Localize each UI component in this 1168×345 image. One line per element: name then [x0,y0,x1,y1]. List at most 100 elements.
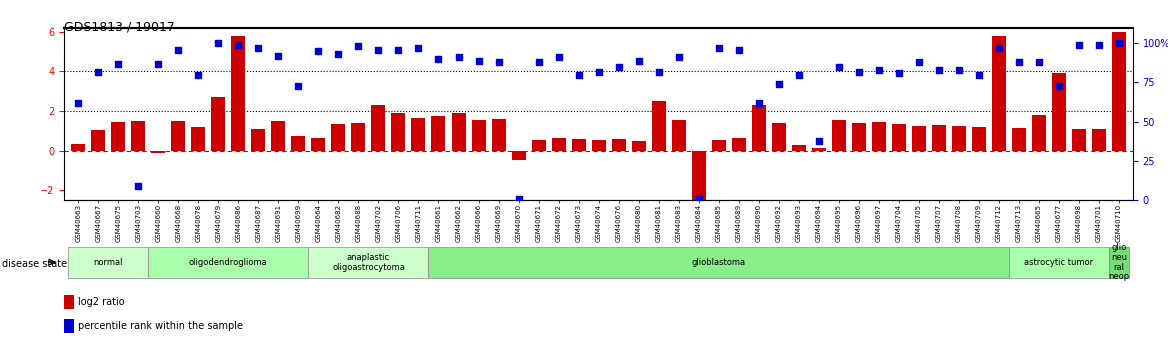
Text: log2 ratio: log2 ratio [78,297,125,307]
Text: percentile rank within the sample: percentile rank within the sample [78,321,243,331]
Bar [632,141,646,150]
Bar [1009,247,1108,278]
Point [989,45,1008,51]
Point [509,196,528,201]
Point [1009,59,1028,65]
Bar [71,144,85,150]
Bar [612,139,626,150]
Point [950,67,968,73]
Bar [531,140,545,150]
Bar [352,123,366,150]
Bar [411,118,425,150]
Bar [672,120,686,150]
Point [249,45,267,51]
Point [209,40,228,46]
Point [109,61,127,67]
Point [829,64,848,70]
Point [489,59,508,65]
Bar [1092,129,1106,150]
Bar [952,126,966,150]
Bar [932,125,946,150]
Bar [1052,73,1066,150]
Bar [792,145,806,150]
Bar [551,138,565,150]
Bar [152,150,166,153]
Point [229,42,248,48]
Point [709,45,728,51]
Point [1070,42,1089,48]
Bar [291,136,305,150]
Bar [1011,128,1026,150]
Point [589,69,607,74]
Bar [711,140,725,150]
Point [930,67,948,73]
Point [89,69,107,74]
Bar [871,122,885,150]
Bar [972,127,986,150]
Point [689,196,708,201]
Text: GDS1813 / 19017: GDS1813 / 19017 [64,21,175,34]
Bar [892,124,906,150]
Bar [752,105,766,150]
Point [790,72,808,77]
Point [549,55,568,60]
Bar [691,150,705,214]
Bar [111,122,125,150]
Point [409,45,427,51]
Bar [652,101,666,150]
Bar [472,120,486,150]
Bar [308,247,429,278]
Bar [131,121,145,150]
Bar [731,138,745,150]
Point [1090,42,1108,48]
Point [349,44,368,49]
Text: normal: normal [93,258,123,267]
Bar [371,105,385,150]
Point [630,58,648,63]
Bar [391,113,405,150]
Bar [429,247,1009,278]
Text: anaplastic
oligoastrocytoma: anaplastic oligoastrocytoma [332,253,405,272]
Point [1050,83,1069,88]
Text: astrocytic tumor: astrocytic tumor [1024,258,1093,267]
Bar [452,113,466,150]
Text: disease state: disease state [2,259,68,269]
Point [329,51,348,57]
Bar [772,123,786,150]
Point [369,47,388,52]
Bar [172,121,186,150]
Bar [1108,247,1129,278]
Bar [812,148,826,150]
Bar [91,130,105,150]
Bar [271,121,285,150]
Bar [1031,115,1045,150]
Point [1029,59,1048,65]
Text: oligodendroglioma: oligodendroglioma [189,258,267,267]
Point [128,183,147,189]
Point [150,61,168,67]
Point [969,72,988,77]
Point [1110,40,1128,46]
Point [310,48,328,54]
Point [809,138,828,143]
Point [288,83,307,88]
Point [470,58,488,63]
Point [389,47,408,52]
Point [890,70,909,76]
Bar [68,247,148,278]
Bar [1072,129,1086,150]
Point [189,72,208,77]
Bar [431,116,445,150]
Bar [512,150,526,160]
Bar [851,123,865,150]
Text: glioblastoma: glioblastoma [691,258,745,267]
Bar [312,138,326,150]
Point [269,53,287,59]
Point [169,47,188,52]
Point [770,81,788,87]
Point [450,55,468,60]
Point [569,72,588,77]
Bar [231,36,245,150]
Text: glio
neu
ral
neop: glio neu ral neop [1108,243,1129,281]
Point [649,69,668,74]
